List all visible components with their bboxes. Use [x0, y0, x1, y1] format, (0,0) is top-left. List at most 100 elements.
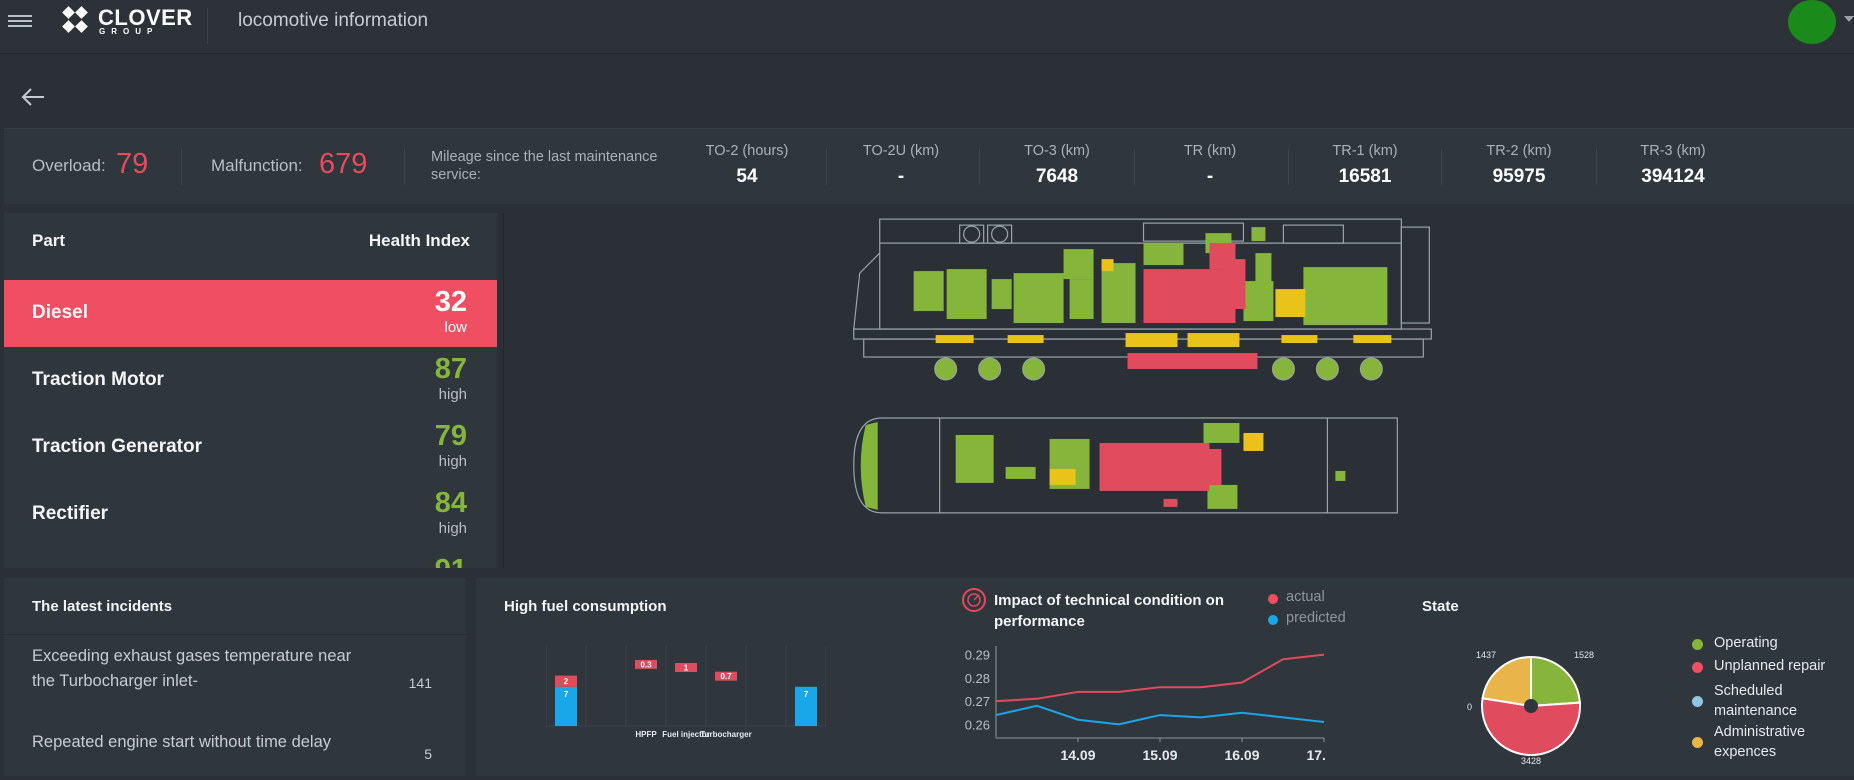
- health-value: 32: [434, 286, 467, 318]
- health-value: 87: [434, 353, 467, 385]
- side-view-yellow-parts: [935, 259, 1392, 348]
- menu-icon[interactable]: [8, 12, 32, 32]
- mileage-tr: TR (km) -: [1145, 143, 1275, 188]
- stats-bar: Overload: 79 Malfunction: 679 Mileage si…: [4, 128, 1854, 204]
- top-bar: CLOVER GROUP locomotive information: [0, 0, 1854, 54]
- divider: [4, 634, 466, 635]
- impact-y-tick: 0.26: [965, 717, 990, 732]
- pie-value-label: 3428: [1521, 756, 1541, 766]
- legend-dot-scheduled: [1692, 696, 1703, 707]
- health-level: high: [438, 453, 467, 470]
- health-level: low: [444, 319, 467, 336]
- impact-x-tick: 14.09: [1060, 747, 1095, 763]
- locomotive-top-view: [853, 417, 1398, 514]
- fuel-tick-label: Turbocharger: [700, 730, 751, 739]
- legend-dot-unplanned: [1692, 662, 1703, 673]
- mileage-header: TR-2 (km): [1486, 143, 1552, 159]
- legend-dot-actual: [1268, 594, 1278, 604]
- side-view-wheels: [934, 357, 1383, 381]
- fuel-tick-label: HPFP: [635, 730, 657, 739]
- impact-y-tick: 0.28: [965, 671, 990, 686]
- part-row-rectifier[interactable]: Rectifier 84 high: [4, 481, 497, 548]
- mileage-to3: TO-3 (km) 7648: [992, 143, 1122, 188]
- mileage-header: TO-2U (km): [862, 143, 940, 159]
- mileage-value: 7648: [1035, 166, 1079, 187]
- mileage-value: -: [1206, 166, 1214, 187]
- pie-labels: 1528 3428 0 1437: [1467, 650, 1594, 766]
- divider: [1288, 149, 1289, 185]
- impact-chart-title: Impact of technical condition on perform…: [994, 592, 1225, 630]
- impact-chart: 0.26 0.27 0.28 0.29 14.09 15.09 16.09 17.09: [965, 646, 1326, 763]
- incidents-title: The latest incidents: [32, 598, 173, 615]
- parts-table-header: Part Health Index: [4, 213, 497, 279]
- mileage-header: TR (km): [1183, 143, 1237, 159]
- avatar[interactable]: [1788, 0, 1836, 44]
- divider: [1134, 149, 1135, 185]
- mileage-header: TR-1 (km): [1332, 143, 1398, 159]
- incident-count: 5: [424, 746, 432, 762]
- divider: [404, 149, 405, 185]
- top-view-red-parts: [1099, 442, 1222, 507]
- incidents-panel: The latest incidents Exceeding exhaust g…: [4, 578, 466, 776]
- divider: [207, 8, 208, 44]
- mileage-value: 54: [736, 166, 758, 187]
- impact-y-tick: 0.27: [965, 694, 990, 709]
- chevron-down-icon[interactable]: [1844, 16, 1854, 22]
- health-level: high: [438, 386, 467, 403]
- fuel-grid: [546, 646, 826, 727]
- incident-count: 141: [408, 675, 432, 691]
- state-title: State: [1422, 598, 1459, 615]
- mileage-value: 394124: [1641, 166, 1705, 187]
- fuel-bar: [795, 686, 817, 726]
- fuel-tick-label: Fuel injector: [662, 730, 710, 739]
- analytics-panel: High fuel consumption 7 2 0.3 1 0.7 7 HPFP Fue…: [476, 578, 1854, 776]
- fuel-bar: [675, 663, 697, 672]
- top-view-yellow-parts: [1049, 432, 1264, 485]
- pie-slice: [1481, 697, 1581, 756]
- mileage-tr2: TR-2 (km) 95975: [1454, 143, 1584, 188]
- part-row-diesel[interactable]: Diesel 32 low: [4, 280, 497, 347]
- mileage-tr3: TR-3 (km) 394124: [1608, 143, 1738, 188]
- pie-value-label: 1528: [1574, 650, 1594, 660]
- mileage-tr1: TR-1 (km) 16581: [1300, 143, 1430, 188]
- overload-label: Overload:: [32, 156, 106, 175]
- health-value: 91: [435, 554, 467, 568]
- mileage-label: Mileage since the last maintenance servi…: [431, 149, 658, 183]
- incident-item[interactable]: Repeated engine start without time delay: [32, 733, 332, 751]
- impact-y-tick: 0.29: [965, 648, 990, 663]
- state-pie-chart: 1528 3428 0 1437: [1467, 650, 1594, 766]
- mileage-to2u: TO-2U (km) -: [836, 143, 966, 188]
- part-name: Diesel: [32, 302, 88, 323]
- column-header-part: Part: [32, 231, 66, 250]
- legend-scheduled-maintenance: Scheduled maintenance: [1714, 683, 1798, 719]
- overload-value: 79: [116, 148, 149, 180]
- part-row-next[interactable]: 91: [4, 548, 497, 568]
- health-level: high: [438, 520, 467, 537]
- divider: [1596, 149, 1597, 185]
- part-row-traction-motor[interactable]: Traction Motor 87 high: [4, 347, 497, 414]
- fuel-bar-label: 2: [564, 677, 569, 686]
- incident-item[interactable]: Exceeding exhaust gases temperature near…: [32, 647, 352, 690]
- clover-logo-icon: [62, 6, 88, 33]
- pie-value-label: 1437: [1476, 650, 1496, 660]
- logo-subtext: GROUP: [99, 27, 159, 36]
- pie-hole: [1524, 699, 1538, 713]
- divider: [1441, 149, 1442, 185]
- health-value: 84: [434, 487, 467, 519]
- fuel-bar-label: 7: [564, 690, 569, 699]
- mileage-header: TO-2 (hours): [705, 143, 789, 159]
- locomotive-schema: [503, 213, 1854, 568]
- part-name: Traction Motor: [32, 369, 164, 390]
- part-name: Rectifier: [32, 503, 109, 524]
- mileage-header: TR-3 (km): [1640, 143, 1706, 159]
- fuel-chart-title: High fuel consumption: [504, 598, 667, 615]
- fuel-bar: [635, 659, 657, 669]
- impact-x-tick: 15.09: [1142, 747, 1177, 763]
- legend-dot-predicted: [1268, 615, 1278, 625]
- column-header-health: Health Index: [368, 231, 470, 250]
- part-row-traction-generator[interactable]: Traction Generator 79 high: [4, 414, 497, 481]
- back-arrow-icon[interactable]: [20, 86, 46, 108]
- legend-dot-operating: [1692, 639, 1703, 650]
- legend-operating: Operating: [1714, 635, 1778, 651]
